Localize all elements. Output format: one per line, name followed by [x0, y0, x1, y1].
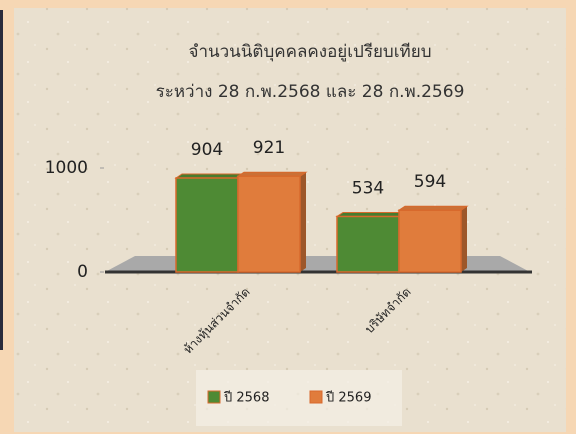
legend-label: ปี 2569: [325, 390, 371, 406]
bar: [335, 211, 407, 273]
legend-box: [196, 370, 402, 426]
data-label: 534: [352, 178, 384, 198]
bar: [397, 205, 469, 273]
legend-swatch: [207, 390, 221, 404]
bar: [174, 173, 246, 273]
data-label: 921: [253, 138, 285, 158]
chart-subtitle: ระหว่าง 28 ก.พ.2568 และ 28 ก.พ.2569: [156, 82, 465, 102]
bar: [236, 171, 308, 273]
legend-swatch: [309, 390, 323, 404]
legend-label: ปี 2568: [223, 390, 269, 406]
edge: [0, 10, 3, 350]
chart-title: จำนวนนิติบุคคลคงอยู่เปรียบเทียบ: [188, 42, 431, 62]
y-tick-label: 1000: [45, 158, 88, 178]
y-tick-label: 0: [77, 262, 88, 282]
data-label: 904: [191, 140, 223, 160]
data-label: 594: [414, 172, 446, 192]
